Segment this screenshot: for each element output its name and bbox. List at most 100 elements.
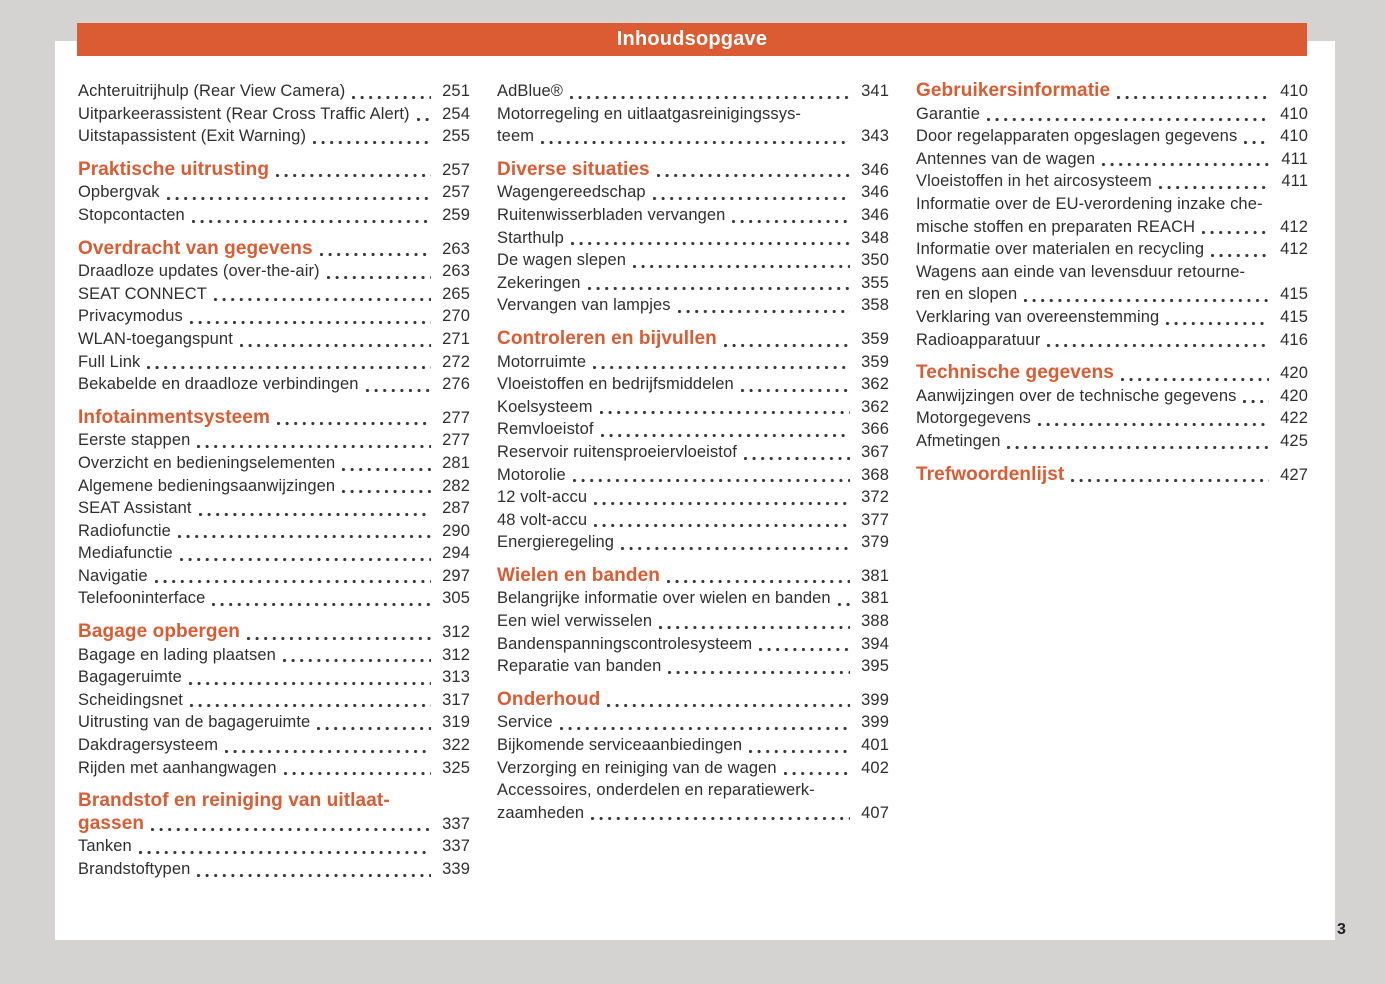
- toc-entry: Uitrusting van de bagageruimte 319: [78, 711, 470, 734]
- leader-dots: [225, 748, 431, 754]
- toc-entry-label: Motorolie: [497, 465, 566, 484]
- leader-dots: [283, 771, 431, 777]
- leader-dots: [1202, 230, 1269, 236]
- toc-entry-label: Infotainmentsysteem: [78, 406, 270, 428]
- toc-entry-row: Afmetingen 425: [916, 430, 1308, 453]
- toc-entry-label: Tanken: [78, 837, 132, 856]
- leader-dots: [1024, 297, 1269, 303]
- toc-section-heading: Wielen en banden 381: [497, 565, 889, 588]
- leader-dots: [541, 139, 850, 145]
- leader-dots: [154, 579, 431, 585]
- leader-dots: [656, 173, 850, 179]
- toc-entry-row: Wagengereedschap 346: [497, 181, 889, 204]
- page-ref: 257: [442, 160, 470, 179]
- leader-dots: [607, 703, 850, 709]
- page-ref: 337: [442, 837, 470, 856]
- toc-entry-label: Telefooninterface: [78, 589, 206, 608]
- toc-entry-label: 48 volt-accu: [497, 510, 588, 529]
- leader-dots: [342, 489, 431, 495]
- toc-entry-label: Belangrijke informatie over wielen en ba…: [497, 589, 831, 608]
- toc-entry-label: Bandenspanningscontrolesysteem: [497, 634, 753, 653]
- page-ref: 411: [1281, 172, 1308, 191]
- leader-dots: [166, 195, 431, 201]
- toc-entry: SEAT Assistant 287: [78, 497, 470, 520]
- page-ref: 341: [861, 82, 889, 100]
- page-ref: 422: [1280, 409, 1308, 428]
- toc-entry-label: zaamheden: [497, 803, 585, 822]
- toc-entry-label: Verzorging en reiniging van de wagen: [497, 758, 777, 777]
- toc-entry-row: Garantie 410: [916, 103, 1308, 126]
- toc-entry-label: AdBlue®: [497, 82, 564, 100]
- toc-entry: Achteruitrijhulp (Rear View Camera) 251: [78, 80, 470, 103]
- toc-section-heading: Diverse situaties 346: [497, 159, 889, 182]
- page-ref: 277: [442, 408, 470, 427]
- toc-entry: Navigatie 297: [78, 565, 470, 588]
- leader-dots: [599, 410, 850, 416]
- leader-dots: [1047, 343, 1269, 349]
- toc-entry: Algemene bedieningsaanwijzingen 282: [78, 475, 470, 498]
- toc-entry-label: Algemene bedieningsaanwijzingen: [78, 476, 336, 495]
- toc-entry-row: Navigatie 297: [78, 565, 470, 588]
- page-ref: 425: [1280, 431, 1308, 450]
- page-ref: 395: [861, 657, 889, 676]
- leader-dots: [1166, 320, 1269, 326]
- toc-entry: Een wiel verwisselen 388: [497, 610, 889, 633]
- toc-entry-label: Brandstoftypen: [78, 860, 191, 878]
- toc-column-1: Achteruitrijhulp (Rear View Camera) 251 Ui…: [78, 80, 470, 881]
- page-ref: 290: [442, 521, 470, 540]
- leader-dots: [179, 556, 431, 562]
- toc-entry-row: Reservoir ruitensproeiervloeistof 367: [497, 441, 889, 464]
- toc-entry: Informatie over materialen en recycling 4…: [916, 238, 1308, 261]
- toc-entry-label: Draadloze updates (over-the-air): [78, 262, 320, 281]
- leader-dots: [213, 297, 431, 303]
- toc-entry-row: Mediafunctie 294: [78, 542, 470, 565]
- toc-column-3: Gebruikersinformatie 410 Garantie 410 Door r…: [916, 80, 1308, 486]
- toc-entry-row: Bagage opbergen 312: [78, 621, 470, 644]
- leader-dots: [591, 816, 850, 822]
- toc-entry-label: Uitparkeerassistent (Rear Cross Traffic …: [78, 104, 410, 123]
- toc-entry-row: Uitparkeerassistent (Rear Cross Traffic …: [78, 103, 470, 126]
- page-ref: 407: [861, 803, 889, 822]
- toc-entry: Bandenspanningscontrolesysteem 394: [497, 633, 889, 656]
- leader-dots: [749, 748, 850, 754]
- toc-entry-row: Bijkomende serviceaanbiedingen 401: [497, 734, 889, 757]
- toc-entry-row: Draadloze updates (over-the-air) 263: [78, 260, 470, 283]
- page-ref: 255: [442, 127, 470, 146]
- page-ref: 415: [1280, 307, 1308, 326]
- toc-entry-row: gassen 337: [78, 813, 470, 836]
- toc-section-heading: Infotainmentsysteem 277: [78, 407, 470, 430]
- toc-section-heading: Bagage opbergen 312: [78, 621, 470, 644]
- leader-dots: [276, 421, 431, 427]
- toc-entry-label: Bagage en lading plaatsen: [78, 645, 276, 664]
- toc-entry-line: Wagens aan einde van levensduur retourne…: [916, 262, 1246, 281]
- toc-entry-label: Zekeringen: [497, 273, 581, 292]
- toc-section-heading: Trefwoordenlijst 427: [916, 464, 1308, 487]
- leader-dots: [587, 286, 850, 292]
- page-ref: 265: [442, 284, 470, 303]
- toc-entry-row: Trefwoordenlijst 427: [916, 464, 1308, 487]
- leader-dots: [1158, 184, 1269, 190]
- leader-dots: [1211, 252, 1269, 258]
- toc-entry-row: Tanken 337: [78, 835, 470, 858]
- toc-entry: Verklaring van overeenstemming 415: [916, 306, 1308, 329]
- toc-entry: Bagage en lading plaatsen 312: [78, 644, 470, 667]
- toc-entry-label: Energieregeling: [497, 533, 615, 552]
- page-ref: 276: [442, 375, 470, 394]
- leader-dots: [1120, 376, 1269, 382]
- page-ref: 415: [1280, 285, 1308, 304]
- leader-dots: [987, 117, 1269, 123]
- toc-entry: Starthulp 348: [497, 227, 889, 250]
- leader-dots: [652, 195, 850, 201]
- toc-entry-label: Overzicht en bedieningselementen: [78, 453, 336, 472]
- toc-entry-label: Privacymodus: [78, 307, 183, 326]
- toc-entry-row: Bagage en lading plaatsen 312: [78, 644, 470, 667]
- toc-entry-label: ren en slopen: [916, 285, 1018, 304]
- toc-section-heading: Controleren en bijvullen 359: [497, 328, 889, 351]
- toc-entry-label: Radioapparatuur: [916, 330, 1041, 349]
- toc-entry-row: SEAT Assistant 287: [78, 497, 470, 520]
- toc-entry-row: Algemene bedieningsaanwijzingen 282: [78, 475, 470, 498]
- page-ref: 312: [442, 623, 470, 642]
- toc-entry-label: Eerste stappen: [78, 431, 191, 450]
- page-ref: 394: [861, 634, 889, 653]
